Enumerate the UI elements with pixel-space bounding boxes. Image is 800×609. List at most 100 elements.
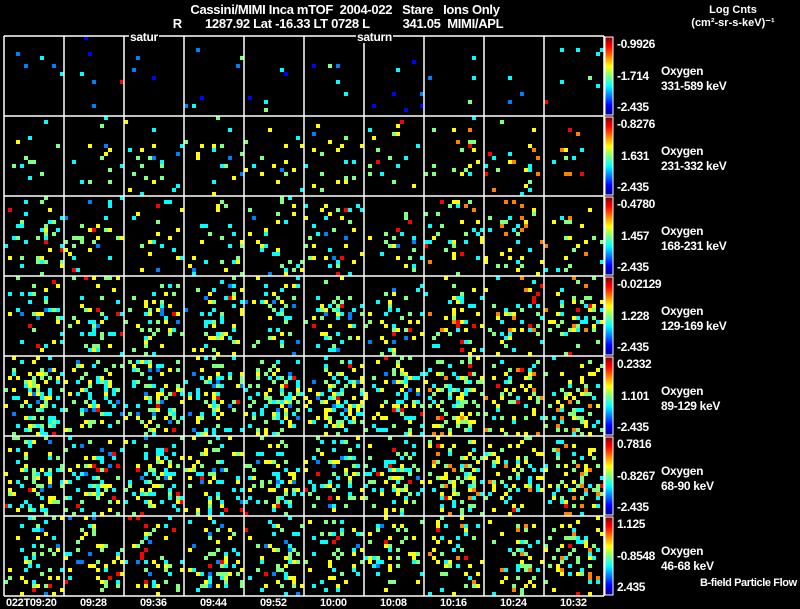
heat-cell — [328, 264, 332, 268]
colorbar-max-label: 0.2332 — [617, 357, 652, 371]
heat-cell — [344, 136, 348, 140]
heat-cell — [48, 376, 52, 380]
heat-cell — [76, 268, 80, 272]
heat-cell — [108, 204, 112, 208]
heat-cell — [284, 540, 288, 544]
heat-cell — [452, 200, 456, 204]
heat-cell — [52, 536, 56, 540]
heat-cell — [160, 556, 164, 560]
heat-cell — [364, 392, 368, 396]
heat-cell — [336, 496, 340, 500]
heat-cell — [72, 268, 76, 272]
heat-cell — [324, 364, 328, 368]
heat-cell — [228, 572, 232, 576]
heat-cell — [284, 396, 288, 400]
heat-cell — [344, 580, 348, 584]
heat-cell — [136, 464, 140, 468]
heat-cell — [56, 500, 60, 504]
heat-cell — [80, 332, 84, 336]
heat-cell — [160, 344, 164, 348]
heat-cell — [340, 572, 344, 576]
heat-cell — [428, 312, 432, 316]
heat-cell — [392, 468, 396, 472]
heat-cell — [320, 532, 324, 536]
heat-cell — [332, 532, 336, 536]
heat-cell — [432, 128, 436, 132]
heat-cell — [280, 384, 284, 388]
heat-cell — [472, 448, 476, 452]
heat-cell — [452, 488, 456, 492]
heat-cell — [576, 308, 580, 312]
heat-cell — [472, 76, 476, 80]
heat-cell — [276, 480, 280, 484]
heat-cell — [584, 540, 588, 544]
heat-cell — [332, 256, 336, 260]
heat-cell — [320, 308, 324, 312]
heat-cell — [444, 496, 448, 500]
heat-cell — [48, 396, 52, 400]
heat-cell — [220, 320, 224, 324]
heat-cell — [588, 580, 592, 584]
heat-cell — [280, 332, 284, 336]
heat-cell — [544, 416, 548, 420]
heat-cell — [532, 148, 536, 152]
heat-cell — [568, 128, 572, 132]
heat-cell — [288, 472, 292, 476]
heat-cell — [148, 464, 152, 468]
heat-cell — [52, 232, 56, 236]
heat-cell — [152, 492, 156, 496]
heat-cell — [452, 416, 456, 420]
heat-cell — [468, 576, 472, 580]
heat-cell — [472, 580, 476, 584]
heat-cell — [492, 332, 496, 336]
heat-cell — [416, 400, 420, 404]
colorbar — [604, 436, 614, 516]
heat-cell — [24, 452, 28, 456]
heat-cell — [92, 528, 96, 532]
heat-cell — [220, 400, 224, 404]
heat-cell — [160, 160, 164, 164]
heat-cell — [492, 452, 496, 456]
heat-cell — [164, 476, 168, 480]
heat-cell — [272, 164, 276, 168]
heat-cell — [508, 248, 512, 252]
heat-cell — [68, 252, 72, 256]
heat-cell — [296, 136, 300, 140]
heat-cell — [256, 500, 260, 504]
heat-cell — [16, 224, 20, 228]
heat-cell — [80, 500, 84, 504]
heat-cell — [36, 392, 40, 396]
heat-cell — [536, 400, 540, 404]
heat-cell — [148, 156, 152, 160]
heat-cell — [76, 236, 80, 240]
heat-cell — [192, 272, 196, 276]
heat-cell — [4, 404, 8, 408]
heat-cell — [340, 340, 344, 344]
heat-cell — [308, 568, 312, 572]
heat-cell — [104, 468, 108, 472]
heat-cell — [428, 388, 432, 392]
heat-cell — [600, 300, 604, 304]
heat-cell — [108, 344, 112, 348]
heat-cell — [452, 256, 456, 260]
heat-cell — [436, 232, 440, 236]
heat-cell — [108, 452, 112, 456]
heat-cell — [36, 256, 40, 260]
heat-cell — [284, 592, 288, 596]
heat-cell — [408, 432, 412, 436]
heat-cell — [240, 300, 244, 304]
heat-cell — [52, 340, 56, 344]
heat-cell — [164, 564, 168, 568]
heat-cell — [224, 508, 228, 512]
heat-cell — [324, 424, 328, 428]
heat-cell — [280, 568, 284, 572]
heat-cell — [144, 392, 148, 396]
heat-cell — [400, 380, 404, 384]
heat-cell — [556, 548, 560, 552]
heat-cell — [408, 492, 412, 496]
heat-cell — [388, 580, 392, 584]
heat-cell — [520, 440, 524, 444]
heat-cell — [144, 336, 148, 340]
heat-cell — [568, 380, 572, 384]
heat-cell — [116, 300, 120, 304]
